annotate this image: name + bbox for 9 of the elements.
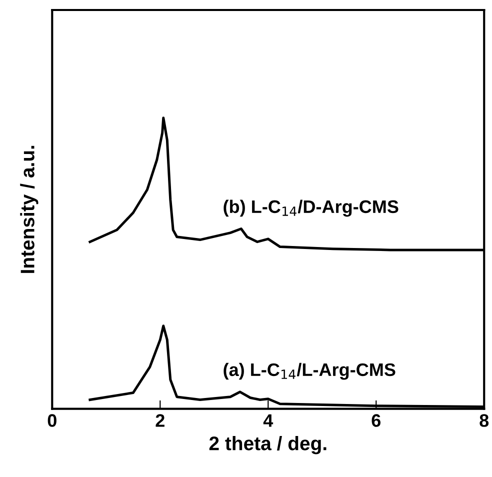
x-axis-title: 2 theta / deg. [209,436,326,454]
y-axis-title: Intensity / a.u. [20,146,38,273]
series-label: (a) L-C$_{14}$/L-Arg-CMS [224,362,396,380]
x-tick-label: 8 [480,414,489,427]
x-tick-label: 0 [48,414,56,427]
x-tick-label: 6 [372,414,381,427]
x-tick-label: 4 [263,414,274,427]
x-tick-label: 2 [156,414,164,427]
series-label: (b) L-C$_{14}$/D-Arg-CMS [224,200,398,217]
